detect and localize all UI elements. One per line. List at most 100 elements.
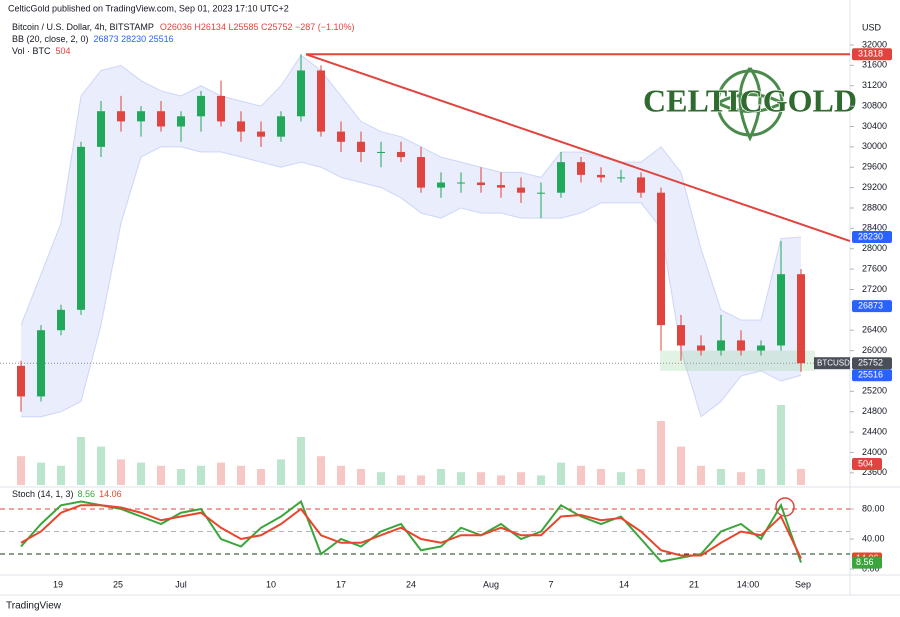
candle-body [357,141,365,152]
x-tick-label: 21 [689,579,699,589]
volume-bar [117,459,125,485]
bb-band-line [21,146,802,418]
volume-bar [517,472,525,485]
volume-bar [357,469,365,485]
price-tag [852,48,892,61]
volume-bar [157,465,165,485]
candle-body [557,162,565,193]
y-tick-label: 24000 [862,447,887,457]
bb-fill [21,55,801,417]
candle-body [517,187,525,193]
support-zone [660,350,815,371]
volume-bar [417,475,425,485]
volume-bar [17,456,25,485]
volume-bar [457,472,465,485]
y-tick-label: 27600 [862,263,887,273]
candle-body [797,274,805,364]
volume-bar [57,465,65,485]
stoch-d-line [20,504,802,559]
candle-body [677,325,685,346]
volume-bar [657,421,665,485]
y-tick-label: 26400 [862,325,887,335]
volume-bar [717,469,725,485]
candle-body [177,116,185,127]
stoch-tag [852,556,882,569]
published-line: CelticGold published on TradingView.com,… [8,3,289,13]
candle-body [597,174,605,178]
symbol-tag-label: BTCUSD [817,358,850,367]
volume-bar [477,472,485,485]
candle-body [717,340,725,351]
candle-body [637,177,645,193]
volume-bar [317,456,325,485]
candle-body [217,95,225,122]
footer-brand: TradingView [6,601,62,612]
y-tick-label: 25200 [862,386,887,396]
stoch-tag-label: 8.56 [856,557,874,567]
candle-body [417,157,425,188]
volume-bar [377,472,385,485]
y-tick-label: 28800 [862,202,887,212]
stoch-k-value: 8.56 [78,489,96,499]
y-tick-label: 30800 [862,100,887,110]
candle-body [137,111,145,122]
logo-text: CELTICGOLD [643,82,857,118]
candle-body [197,95,205,117]
candle-body [777,274,785,346]
volume-bar [777,405,785,485]
price-tag-label: 31818 [858,49,883,59]
y-tick-label: 27200 [862,284,887,294]
candle-body [757,345,765,351]
volume-bar [577,465,585,485]
candle-body [57,309,65,331]
currency: USD [862,22,882,32]
volume-bar [497,475,505,485]
layer-under [20,54,802,418]
candle-body [237,121,245,132]
price-tag [852,357,892,370]
price-tag-label: 25752 [858,358,883,368]
volume-bar [197,465,205,485]
x-tick-label: 10 [266,579,276,589]
symbol-name: Bitcoin / U.S. Dollar, 4h, BITSTAMP [12,22,154,32]
price-tag-label: 26873 [858,300,883,310]
bb-values: 26873 28230 25516 [94,34,174,44]
candle-body [317,70,325,132]
vol-line: Vol · BTC 504 [12,46,71,56]
trend-line [305,53,851,243]
x-tick-label: Aug [483,579,499,589]
volume-bar [97,446,105,485]
volume-bar [37,462,45,485]
stoch-k-line [20,499,802,563]
candle-body [257,131,265,137]
bb-label: BB (20, close, 2, 0) [12,34,89,44]
candle-body [657,192,665,326]
volume-tag [852,458,882,470]
volume-bar [557,462,565,485]
stoch-tick-label: 80.00 [862,503,885,513]
volume-tag-label: 504 [858,458,873,468]
candle-body [17,365,25,397]
y-tick-label: 30400 [862,121,887,131]
y-tick-label: 31200 [862,80,887,90]
volume-bar [437,469,445,485]
candle-body [157,111,165,127]
x-tick-label: 7 [548,579,553,589]
y-tick-label: 29600 [862,162,887,172]
y-tick-label: 28000 [862,243,887,253]
x-tick-label: 19 [53,579,63,589]
candle-body [337,131,345,142]
volume-bar [797,468,805,485]
candle-body [377,151,385,153]
bb-band-line [20,54,802,326]
y-tick-label: 32000 [862,39,887,49]
y-tick-label: 28400 [862,223,887,233]
bb-line: BB (20, close, 2, 0) 26873 28230 25516 [12,34,174,44]
candle-body [497,185,505,188]
y-tick-label: 23600 [862,467,887,477]
candle-body [477,182,485,186]
candle-body [537,192,545,194]
candle-body [437,182,445,188]
